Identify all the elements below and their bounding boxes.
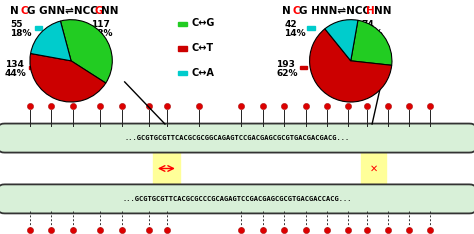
Text: H: H [366, 6, 375, 16]
Text: ✕: ✕ [369, 164, 378, 173]
Bar [356, 26, 364, 30]
Wedge shape [351, 20, 392, 65]
FancyBboxPatch shape [0, 184, 474, 213]
Bar [153, 125, 180, 212]
Text: ...GCGTGCGTTCACGCGCGGCAGAGTCCGACGAGCGCGTGACGACGACG...: ...GCGTGCGTTCACGCGCGGCAGAGTCCGACGAGCGCGT… [124, 135, 350, 141]
Text: 18%: 18% [10, 29, 32, 38]
Text: G HNN⇌NCC: G HNN⇌NCC [299, 6, 374, 16]
Text: 38%: 38% [91, 29, 113, 38]
Text: 42: 42 [284, 20, 297, 29]
Text: 134: 134 [5, 60, 24, 69]
Text: 44%: 44% [5, 69, 27, 78]
Text: NN: NN [101, 6, 119, 16]
Text: 55: 55 [10, 20, 23, 29]
Text: C↔G: C↔G [191, 18, 214, 28]
Wedge shape [30, 54, 106, 102]
Bar [35, 26, 42, 30]
Text: C↔T: C↔T [191, 43, 213, 53]
Text: N: N [282, 6, 291, 16]
Text: 24%: 24% [361, 29, 383, 38]
Bar [361, 125, 386, 212]
Bar [178, 71, 187, 75]
Text: C: C [21, 6, 28, 16]
Bar [29, 66, 37, 69]
Text: G: G [95, 6, 103, 16]
Bar [300, 66, 307, 69]
Text: C↔A: C↔A [191, 68, 214, 77]
FancyBboxPatch shape [0, 124, 474, 153]
Text: 74: 74 [361, 20, 374, 29]
Text: C: C [292, 6, 300, 16]
Bar [87, 26, 94, 30]
Text: NN: NN [374, 6, 392, 16]
Text: 117: 117 [91, 20, 110, 29]
Text: 14%: 14% [284, 29, 306, 38]
Text: N: N [10, 6, 19, 16]
Bar [178, 46, 187, 51]
Wedge shape [325, 20, 358, 61]
Wedge shape [31, 21, 71, 61]
Wedge shape [310, 29, 392, 102]
Bar [178, 22, 187, 26]
Text: ...GCGTGCGTTCACGCGCCCGCAGAGTCCGACGAGCGCGTGACGACCACG...: ...GCGTGCGTTCACGCGCCCGCAGAGTCCGACGAGCGCG… [122, 196, 352, 202]
Bar [307, 26, 315, 30]
Text: 62%: 62% [276, 69, 298, 78]
Text: G GNN⇌NCC: G GNN⇌NCC [27, 6, 102, 16]
Wedge shape [61, 20, 112, 83]
Text: 193: 193 [276, 60, 295, 69]
